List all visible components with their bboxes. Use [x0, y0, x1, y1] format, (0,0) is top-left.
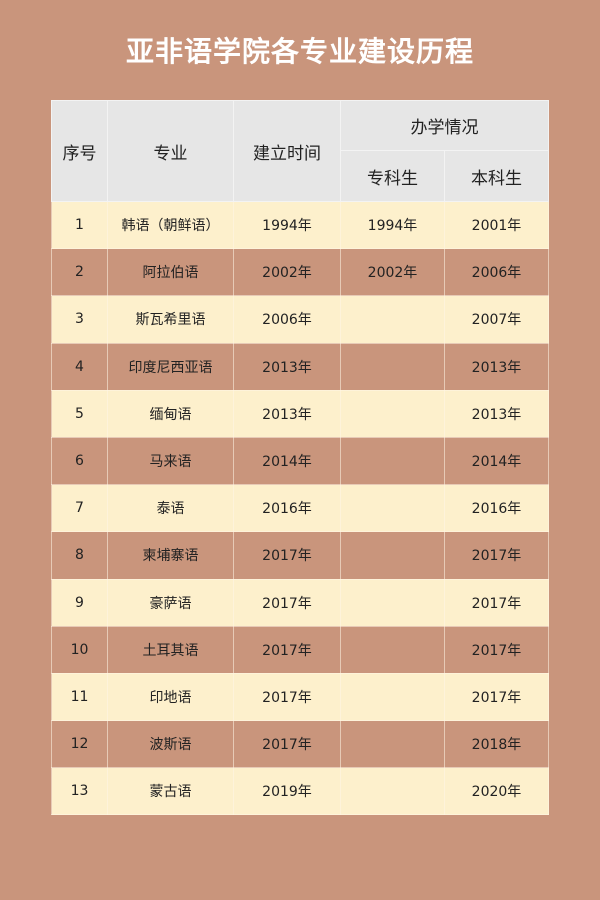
cell-junior-college [340, 672, 445, 722]
header-undergraduate: 本科生 [444, 150, 549, 202]
cell-junior-college: 2002年 [340, 248, 445, 297]
cell-major: 波斯语 [107, 720, 234, 769]
cell-major: 韩语（朝鲜语） [107, 200, 234, 250]
cell-junior-college [340, 625, 445, 674]
cell-junior-college [340, 531, 445, 580]
cell-junior-college [340, 389, 445, 438]
cell-junior-college [340, 436, 445, 486]
majors-table: 序号 专业 建立时间 办学情况 专科生 本科生 1 韩语（朝鲜语） 1994年 199… [51, 100, 549, 816]
cell-junior-college [340, 767, 445, 816]
cell-established: 2017年 [233, 720, 341, 769]
cell-junior-college [340, 342, 445, 391]
table-row: 4 印度尼西亚语 2013年 2013年 [51, 342, 549, 391]
cell-index: 5 [51, 389, 108, 438]
cell-junior-college [340, 578, 445, 627]
header-program: 办学情况 [340, 100, 549, 151]
cell-established: 2019年 [233, 767, 341, 816]
page-title: 亚非语学院各专业建设历程 [125, 35, 474, 68]
cell-major: 泰语 [107, 484, 234, 533]
cell-index: 10 [51, 625, 108, 674]
cell-undergraduate: 2017年 [444, 578, 549, 627]
cell-undergraduate: 2017年 [444, 531, 549, 580]
cell-major: 蒙古语 [107, 767, 234, 816]
cell-undergraduate: 2017年 [444, 672, 549, 722]
cell-index: 9 [51, 578, 108, 627]
cell-established: 2013年 [233, 342, 341, 391]
cell-undergraduate: 2013年 [444, 389, 549, 438]
table-row: 5 缅甸语 2013年 2013年 [51, 389, 549, 438]
cell-index: 11 [51, 672, 108, 722]
table-row: 7 泰语 2016年 2016年 [51, 484, 549, 533]
cell-major: 马来语 [107, 436, 234, 486]
cell-major: 缅甸语 [107, 389, 234, 438]
cell-established: 2017年 [233, 531, 341, 580]
cell-index: 3 [51, 295, 108, 344]
cell-undergraduate: 2006年 [444, 248, 549, 297]
table-row: 10 土耳其语 2017年 2017年 [51, 625, 549, 674]
cell-established: 2006年 [233, 295, 341, 344]
cell-index: 12 [51, 720, 108, 769]
cell-undergraduate: 2020年 [444, 767, 549, 816]
cell-established: 1994年 [233, 200, 341, 250]
cell-undergraduate: 2007年 [444, 295, 549, 344]
cell-junior-college [340, 484, 445, 533]
cell-index: 7 [51, 484, 108, 533]
cell-index: 1 [51, 200, 108, 250]
cell-index: 6 [51, 436, 108, 486]
header-major: 专业 [107, 100, 234, 202]
table-row: 12 波斯语 2017年 2018年 [51, 720, 549, 769]
cell-major: 土耳其语 [107, 625, 234, 674]
header-established: 建立时间 [233, 100, 341, 202]
table-row: 6 马来语 2014年 2014年 [51, 436, 549, 486]
cell-major: 斯瓦希里语 [107, 295, 234, 344]
cell-index: 8 [51, 531, 108, 580]
table-row: 11 印地语 2017年 2017年 [51, 672, 549, 722]
table-row: 8 柬埔寨语 2017年 2017年 [51, 531, 549, 580]
table-row: 3 斯瓦希里语 2006年 2007年 [51, 295, 549, 344]
table-row: 13 蒙古语 2019年 2020年 [51, 767, 549, 816]
cell-established: 2013年 [233, 389, 341, 438]
cell-major: 印地语 [107, 672, 234, 722]
cell-established: 2002年 [233, 248, 341, 297]
cell-major: 阿拉伯语 [107, 248, 234, 297]
cell-established: 2017年 [233, 625, 341, 674]
cell-index: 13 [51, 767, 108, 816]
cell-established: 2014年 [233, 436, 341, 486]
header-index: 序号 [51, 100, 108, 202]
cell-established: 2016年 [233, 484, 341, 533]
header-junior-college: 专科生 [340, 150, 445, 202]
table-row: 2 阿拉伯语 2002年 2002年 2006年 [51, 248, 549, 297]
cell-junior-college: 1994年 [340, 200, 445, 250]
cell-major: 豪萨语 [107, 578, 234, 627]
cell-major: 柬埔寨语 [107, 531, 234, 580]
cell-established: 2017年 [233, 672, 341, 722]
cell-undergraduate: 2001年 [444, 200, 549, 250]
cell-undergraduate: 2017年 [444, 625, 549, 674]
cell-junior-college [340, 720, 445, 769]
cell-undergraduate: 2014年 [444, 436, 549, 486]
cell-undergraduate: 2018年 [444, 720, 549, 769]
cell-established: 2017年 [233, 578, 341, 627]
cell-undergraduate: 2016年 [444, 484, 549, 533]
cell-major: 印度尼西亚语 [107, 342, 234, 391]
cell-junior-college [340, 295, 445, 344]
cell-undergraduate: 2013年 [444, 342, 549, 391]
table-row: 1 韩语（朝鲜语） 1994年 1994年 2001年 [51, 200, 549, 250]
cell-index: 2 [51, 248, 108, 297]
cell-index: 4 [51, 342, 108, 391]
table-row: 9 豪萨语 2017年 2017年 [51, 578, 549, 627]
